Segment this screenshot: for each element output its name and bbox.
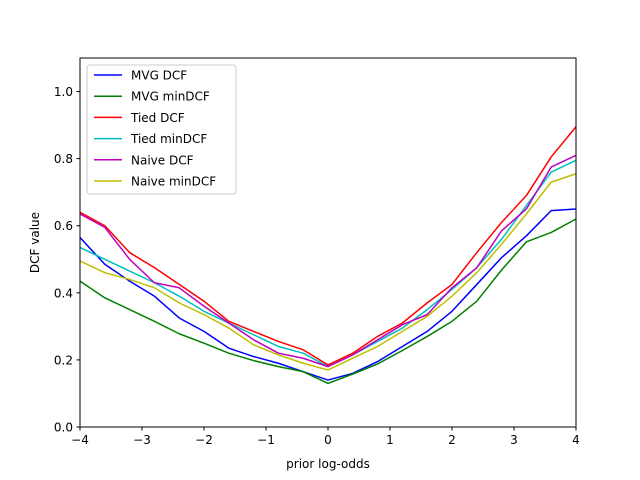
series-line-4 (79, 154, 577, 368)
x-tick-label: 2 (448, 433, 456, 447)
x-axis-label: prior log-odds (286, 457, 370, 471)
legend-label-5: Naive minDCF (131, 175, 216, 189)
series-lines (79, 126, 577, 385)
y-tick-label: 0.8 (54, 152, 73, 166)
series-line-2 (79, 126, 577, 366)
legend-label-2: Tied DCF (130, 111, 185, 125)
x-tick-label: 3 (510, 433, 518, 447)
y-tick-label: 0.4 (54, 286, 73, 300)
series-line-1 (79, 218, 577, 385)
y-tick-label: 0.6 (54, 219, 73, 233)
x-tick-label: −3 (133, 433, 151, 447)
legend-label-0: MVG DCF (131, 69, 187, 83)
x-tick-label: −2 (195, 433, 213, 447)
y-tick-label: 0.0 (54, 421, 73, 435)
series-line-0 (79, 208, 577, 381)
legend: MVG DCF MVG minDCF Tied DCF Tied minDCF Naiv… (86, 64, 237, 195)
legend-box (86, 64, 237, 195)
x-tick-label: 1 (386, 433, 394, 447)
legend-label-4: Naive DCF (131, 153, 194, 167)
y-tick-label: 1.0 (54, 85, 73, 99)
legend-label-1: MVG minDCF (131, 90, 210, 104)
y-tick-label: 0.2 (54, 353, 73, 367)
x-tick-label: −4 (71, 433, 89, 447)
series-line-5 (79, 173, 577, 371)
legend-label-3: Tied minDCF (130, 132, 207, 146)
x-tick-label: 4 (572, 433, 580, 447)
x-tick-label: −1 (257, 433, 275, 447)
y-axis-label: DCF value (28, 212, 42, 273)
x-tick-label: 0 (324, 433, 332, 447)
axis-ticks: −4 −3 −2 −1 0 1 2 3 4 0.0 0.2 0.4 0.6 0.8 1.0 (54, 85, 580, 447)
